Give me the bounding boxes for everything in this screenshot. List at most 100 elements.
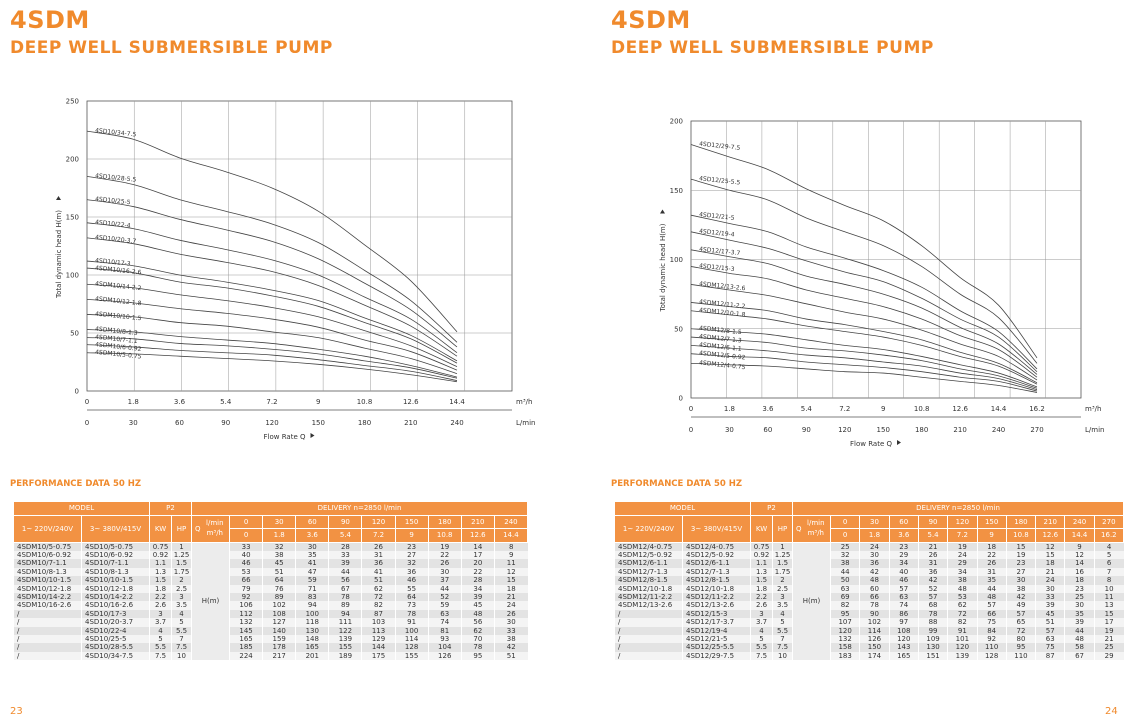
- head-value: 25: [830, 542, 860, 551]
- kw-value: 4: [750, 626, 773, 635]
- three-phase-model: 4SD10/34-7.5: [80, 651, 150, 661]
- single-phase-model: /: [13, 651, 82, 661]
- x-tick-label-m3h: 1.8: [724, 405, 735, 413]
- hp-value: 3: [772, 592, 793, 602]
- head-value: 72: [361, 592, 396, 602]
- x-tick-label-lmin: 240: [992, 426, 1005, 434]
- kw-value: 0.75: [149, 542, 172, 551]
- head-value: 5: [1093, 550, 1124, 560]
- flow-lmin-header: 150: [976, 514, 1007, 529]
- head-value: 91: [394, 618, 429, 627]
- x-tick-label-m3h: 10.8: [357, 398, 373, 406]
- head-value: 15: [493, 576, 528, 585]
- head-value: 114: [394, 634, 429, 644]
- pump-curve-line: [690, 266, 1038, 378]
- table-row: /4SD12/29-7.5 7.5 10 183 174 165 151 139 128 110 8…: [614, 651, 1124, 661]
- delivery-header: DELIVERY n=2850 l/min: [191, 501, 528, 516]
- x-tick-label-m3h: 3.6: [174, 398, 186, 406]
- hp-value: 10: [772, 651, 793, 661]
- three-phase-model: 4SD12/13-2.6: [681, 601, 751, 610]
- head-value: 4: [1093, 542, 1124, 551]
- head-value: 28: [460, 576, 495, 585]
- head-value: 38: [1005, 584, 1036, 593]
- single-phase-model: /: [614, 618, 683, 627]
- page-number: 23: [10, 706, 23, 717]
- head-value: 144: [361, 643, 396, 652]
- head-value: 44: [976, 584, 1007, 593]
- flow-m3h-header: 12.6: [460, 528, 495, 543]
- table-row: 4SDM10/12-1.8 4SD10/12-1.8 1.8 2.5 79 76 71 67 6…: [13, 584, 528, 593]
- header-row: 0 1.8 3.6 5.4 7.2 9 10.8 12.6 14.4: [14, 528, 529, 543]
- x-tick-label-lmin: 210: [404, 419, 417, 427]
- curve-label: 4SDM10/10-1.5: [95, 310, 142, 322]
- head-value: 35: [1064, 609, 1095, 619]
- head-value: 13: [1093, 601, 1124, 610]
- hp-value: 1: [772, 542, 793, 551]
- head-value: 83: [295, 592, 329, 602]
- head-value: 75: [976, 618, 1007, 627]
- head-value: 130: [295, 626, 329, 635]
- pump-curve-line: [86, 222, 458, 354]
- head-value: 30: [493, 618, 528, 627]
- y-tick-label: 200: [670, 118, 683, 126]
- kw-value: 1.5: [149, 576, 172, 585]
- x-axis-arrow-icon: [310, 433, 315, 438]
- flow-m3h-header: 9: [976, 528, 1007, 543]
- head-value: 57: [976, 601, 1007, 610]
- head-value: 32: [262, 542, 296, 551]
- head-value: 87: [1035, 651, 1065, 661]
- x-tick-label-m3h: 14.4: [449, 398, 465, 406]
- single-phase-model: 4SDM12/11-2.2: [614, 592, 683, 602]
- head-value: 73: [394, 601, 429, 610]
- head-value: 106: [229, 601, 263, 610]
- curve-label: 4SD12/17-3.7: [699, 246, 741, 257]
- head-value: 53: [229, 567, 263, 577]
- flow-m3h-header: 0: [229, 528, 264, 543]
- x-tick-label-m3h: 7.2: [266, 398, 277, 406]
- head-value: 39: [328, 559, 362, 568]
- single-phase-model: 4SDM12/5-0.92: [614, 550, 683, 560]
- pump-curve-line: [690, 249, 1038, 375]
- head-value: 23: [1064, 584, 1095, 593]
- table-row: /4SD10/17-3 3 4 112 108 100 94 87 78 63 48 26: [13, 609, 528, 619]
- three-phase-model: 4SD10/10-1.5: [80, 576, 150, 585]
- head-value: 60: [859, 584, 890, 593]
- head-value: 26: [493, 609, 528, 619]
- three-phase-model: 4SD12/21-5: [681, 634, 751, 644]
- head-value: 48: [1064, 634, 1095, 644]
- head-value: 110: [1005, 651, 1036, 661]
- curve-label: 4SDM10/5-0.75: [95, 349, 142, 361]
- pump-curve-chart: 0 50 100 150 200 Total dynamic head H(m) 0 1.8 3…: [659, 118, 1104, 449]
- three-phase-model: 4SD12/15-3: [681, 609, 751, 619]
- head-value: 155: [394, 651, 429, 661]
- head-value: 70: [460, 634, 495, 644]
- kw-header: KW: [149, 514, 173, 543]
- head-value: 92: [229, 592, 263, 602]
- three-phase-model: 4SD10/22-4: [80, 626, 150, 635]
- head-value: 26: [427, 559, 462, 568]
- single-phase-model: /: [614, 643, 683, 652]
- head-value: 23: [888, 542, 919, 551]
- kw-value: 0.92: [149, 550, 172, 560]
- y-axis-arrow-icon: [660, 209, 665, 214]
- head-value: 67: [328, 584, 362, 593]
- flow-m3h-header: 9: [394, 528, 429, 543]
- hp-value: 5: [772, 618, 793, 627]
- head-value: 57: [1035, 626, 1065, 635]
- head-value: 42: [859, 567, 890, 577]
- flow-lmin-header: 60: [888, 514, 919, 529]
- head-value: 114: [859, 626, 890, 635]
- curve-label: 4SDM12/11-2.2: [699, 298, 746, 310]
- head-value: 201: [295, 651, 329, 661]
- head-value: 118: [295, 618, 329, 627]
- flow-lmin-header: 210: [1035, 514, 1066, 529]
- pump-curve-line: [690, 284, 1038, 381]
- curve-label: 4SDM12/13-2.6: [699, 280, 746, 292]
- kw-value: 1.8: [149, 584, 172, 593]
- curve-label: 4SDM10/7-1.1: [95, 334, 138, 345]
- curve-label: 4SDM10/12-1.8: [95, 295, 142, 307]
- head-value: 22: [427, 550, 462, 560]
- head-value: 45: [1035, 609, 1065, 619]
- three-phase-model: 4SD10/28-5.5: [80, 643, 150, 652]
- head-value: 12: [1064, 550, 1095, 560]
